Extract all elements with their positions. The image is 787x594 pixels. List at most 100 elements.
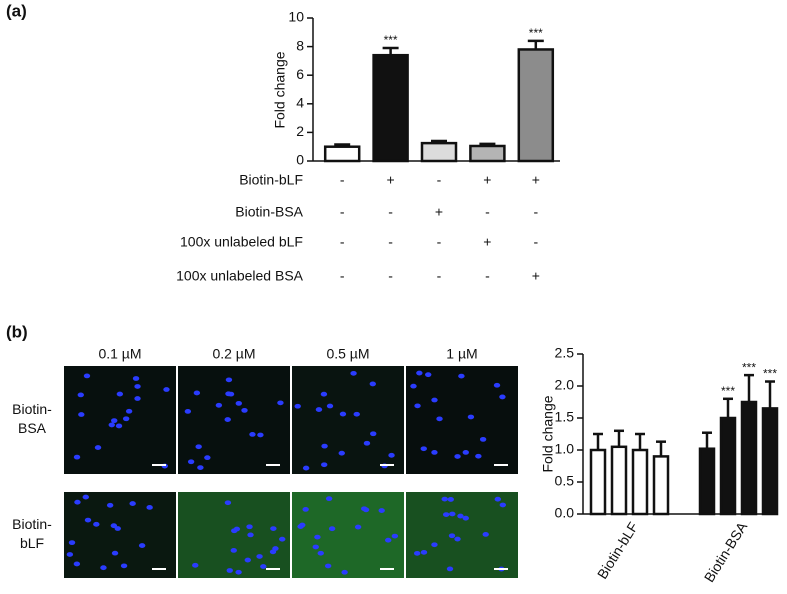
nucleus — [431, 449, 438, 455]
condition-label: 100x unlabeled bLF — [180, 234, 303, 250]
micrograph — [178, 366, 290, 474]
nucleus — [297, 524, 304, 529]
nucleus — [241, 407, 248, 413]
nucleus — [225, 377, 233, 383]
panel-label: (b) — [6, 322, 28, 341]
nucleus — [328, 526, 336, 532]
nucleus — [369, 381, 376, 387]
condition-sign: - — [437, 268, 442, 284]
row-label: BSA — [18, 420, 47, 436]
nucleus — [315, 407, 323, 412]
nucleus — [314, 534, 321, 540]
nucleus — [100, 565, 107, 571]
condition-label: Biotin-bLF — [239, 172, 303, 188]
nucleus — [457, 513, 464, 519]
condition-sign: - — [388, 204, 393, 220]
nucleus — [362, 507, 370, 513]
bar — [517, 48, 555, 163]
nucleus — [246, 524, 253, 530]
nucleus — [204, 455, 211, 461]
bar — [631, 448, 649, 516]
nucleus — [84, 517, 92, 523]
nucleus — [441, 496, 448, 502]
nucleus — [326, 403, 334, 409]
nucleus — [494, 496, 502, 502]
nucleus — [227, 391, 235, 397]
nucleus — [77, 392, 84, 398]
nucleus — [370, 431, 377, 437]
bar — [761, 407, 779, 516]
nucleus — [341, 569, 348, 575]
y-tick-label: 1.5 — [555, 409, 575, 425]
bar — [323, 145, 361, 163]
nucleus — [321, 462, 328, 468]
significance: *** — [384, 33, 398, 47]
x-tick-label: Biotin-BSA — [701, 519, 751, 585]
nucleus — [294, 403, 301, 409]
nucleus — [120, 563, 128, 569]
nucleus — [449, 511, 456, 517]
nucleus — [442, 512, 450, 518]
y-tick-label: 2 — [296, 123, 304, 139]
y-tick-label: 0.5 — [555, 473, 575, 489]
condition-sign: - — [340, 268, 345, 284]
column-label: 0.5 µM — [326, 346, 369, 362]
bar — [652, 455, 670, 516]
significance: *** — [763, 367, 777, 381]
green-signal — [292, 492, 404, 578]
nucleus — [195, 444, 202, 450]
nucleus — [122, 416, 130, 422]
nucleus — [420, 549, 428, 555]
nucleus — [302, 465, 310, 471]
row-label: Biotin- — [12, 516, 52, 532]
nucleus — [324, 563, 332, 569]
nucleus — [499, 394, 506, 400]
condition-sign: + — [532, 268, 540, 284]
nucleus — [257, 432, 264, 438]
column-label: 0.1 µM — [98, 346, 141, 362]
nucleus — [111, 418, 118, 424]
nucleus — [454, 536, 461, 542]
y-tick-label: 10 — [288, 9, 304, 25]
nucleus — [260, 564, 267, 569]
nucleus — [78, 412, 85, 417]
condition-sign: - — [485, 268, 490, 284]
nucleus — [493, 382, 501, 388]
bar — [372, 53, 409, 163]
condition-sign: - — [485, 204, 490, 220]
nucleus — [448, 533, 456, 539]
nucleus — [363, 440, 371, 446]
nucleus — [134, 384, 141, 389]
bar — [719, 416, 737, 516]
y-tick-label: 0.0 — [555, 505, 575, 521]
bar — [469, 144, 506, 163]
nucleus — [431, 397, 438, 403]
nucleus — [224, 417, 231, 422]
y-tick-label: 0 — [296, 152, 304, 168]
nucleus — [192, 562, 199, 568]
condition-sign: - — [533, 204, 538, 220]
nucleus — [256, 554, 263, 559]
bar — [420, 141, 458, 163]
nucleus — [436, 416, 443, 422]
nucleus — [479, 436, 487, 442]
nucleus — [416, 370, 423, 376]
y-tick-label: 4 — [296, 95, 304, 111]
nucleus — [413, 550, 421, 556]
nucleus — [226, 568, 233, 573]
nucleus — [215, 402, 223, 408]
nucleus — [482, 531, 489, 537]
nucleus — [187, 459, 195, 465]
condition-sign: - — [533, 234, 538, 250]
nucleus — [353, 411, 360, 417]
nucleus — [499, 502, 507, 508]
nucleus — [354, 524, 362, 530]
nucleus — [73, 561, 81, 567]
nucleus — [193, 390, 201, 396]
nucleus — [146, 504, 153, 510]
column-label: 0.2 µM — [212, 346, 255, 362]
nucleus — [385, 537, 392, 543]
condition-sign: + — [483, 234, 491, 250]
nucleus — [420, 446, 427, 452]
